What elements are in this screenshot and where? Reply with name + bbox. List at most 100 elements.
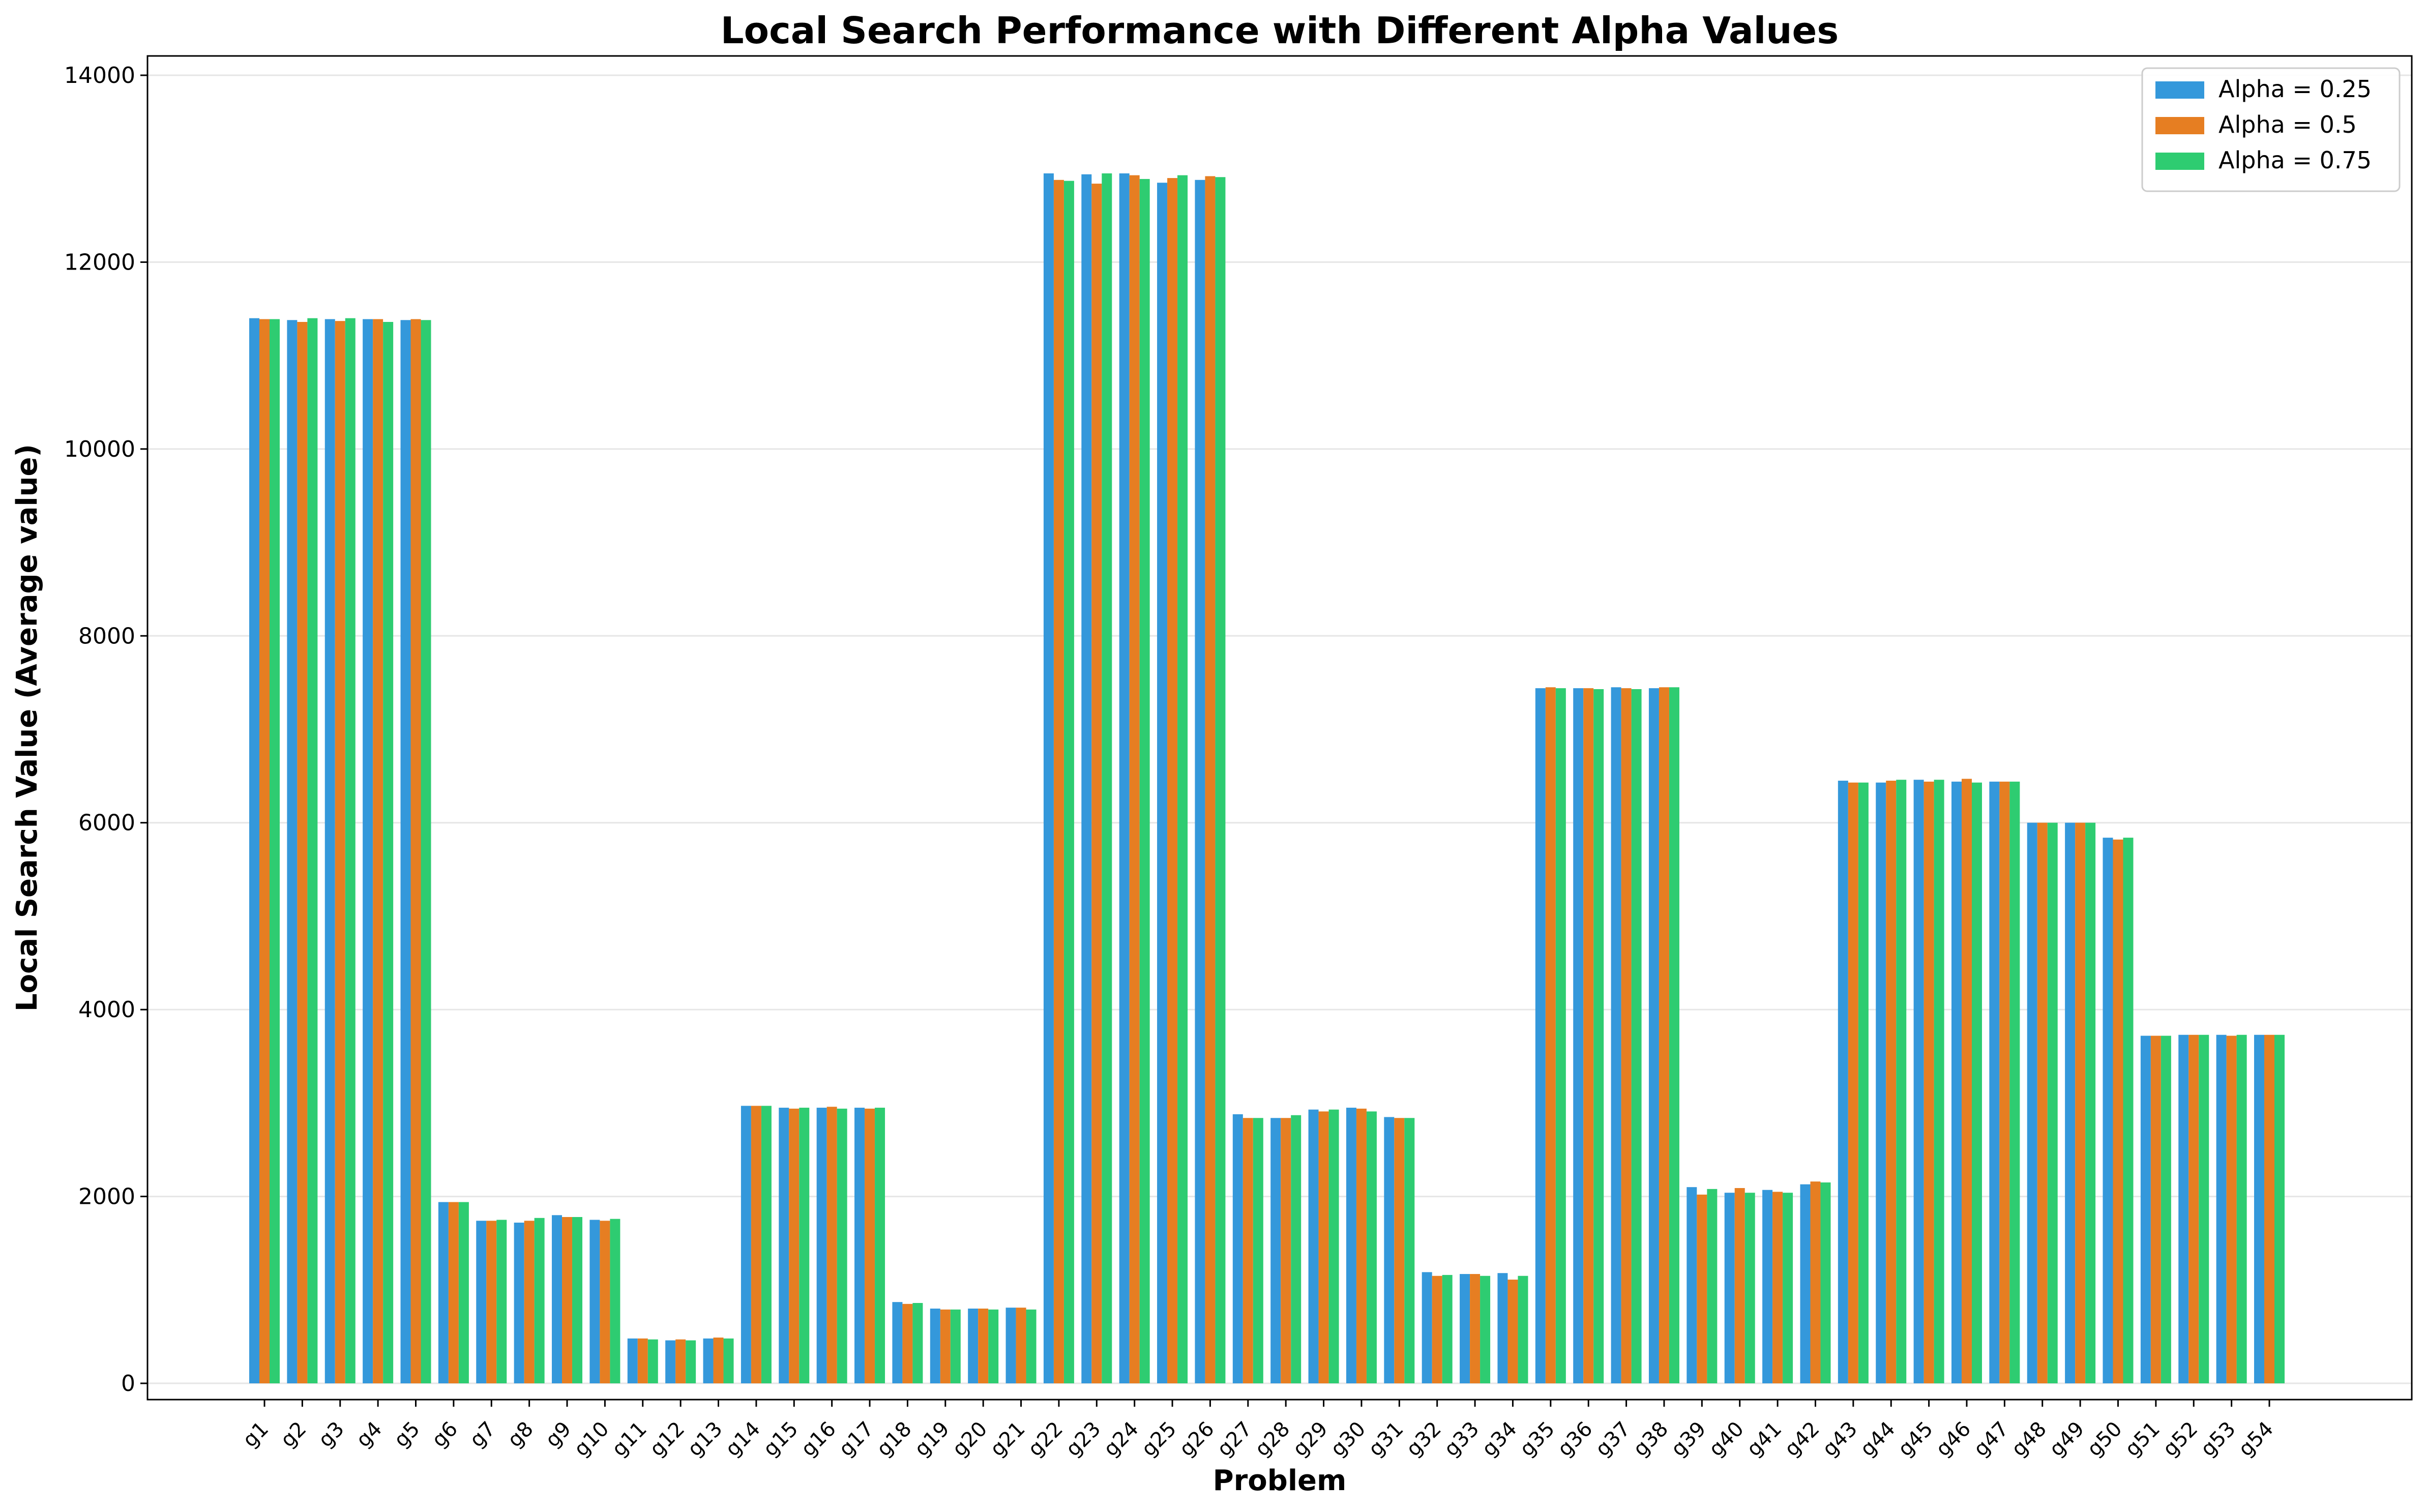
bar-g18-series-3 — [912, 1303, 923, 1383]
bar-g48-series-3 — [2047, 822, 2058, 1383]
legend-label: Alpha = 0.25 — [2218, 75, 2372, 103]
bar-g14-series-2 — [751, 1106, 761, 1383]
legend: Alpha = 0.25 Alpha = 0.5 Alpha = 0.75 — [2141, 67, 2401, 192]
bar-g26-series-2 — [1205, 176, 1216, 1384]
bar-g15-series-3 — [799, 1108, 810, 1383]
bar-g33-series-3 — [1480, 1276, 1491, 1383]
bar-g5-series-3 — [421, 320, 431, 1383]
bar-g52-series-1 — [2178, 1034, 2189, 1383]
bar-g50-series-3 — [2123, 838, 2134, 1383]
legend-swatch — [2155, 153, 2204, 170]
bar-g42-series-2 — [1810, 1181, 1821, 1383]
bar-g6-series-3 — [458, 1202, 469, 1383]
bar-g2-series-1 — [287, 320, 298, 1383]
y-tick-label: 6000 — [78, 810, 135, 836]
bar-g49-series-2 — [2075, 822, 2086, 1383]
bar-g30-series-3 — [1366, 1111, 1377, 1383]
bar-g23-series-2 — [1091, 184, 1102, 1383]
bar-g9-series-3 — [572, 1217, 583, 1383]
y-axis-title: Local Search Value (Average value) — [11, 444, 44, 1012]
bar-g16-series-3 — [837, 1108, 847, 1383]
bar-g9-series-1 — [552, 1215, 563, 1383]
legend-box — [2141, 67, 2401, 192]
bar-g18-series-1 — [892, 1302, 903, 1383]
y-tick-label: 14000 — [64, 63, 135, 88]
bar-g24-series-2 — [1129, 175, 1140, 1384]
bar-g48-series-1 — [2027, 822, 2037, 1383]
bar-g16-series-2 — [826, 1107, 837, 1383]
bar-g9-series-2 — [562, 1217, 573, 1383]
y-tick-label: 2000 — [78, 1184, 135, 1210]
bar-g29-series-1 — [1308, 1109, 1319, 1383]
bar-g14-series-3 — [761, 1106, 772, 1383]
bar-g15-series-1 — [779, 1108, 789, 1383]
bar-g35-series-3 — [1555, 688, 1566, 1383]
bar-g22-series-3 — [1063, 181, 1074, 1383]
bar-g19-series-1 — [930, 1309, 940, 1383]
bar-g10-series-3 — [610, 1219, 620, 1383]
bar-g37-series-2 — [1621, 688, 1632, 1383]
bar-g17-series-1 — [854, 1108, 865, 1383]
bar-g43-series-3 — [1858, 782, 1869, 1383]
bar-g54-series-2 — [2264, 1034, 2274, 1383]
bar-g28-series-3 — [1291, 1115, 1301, 1383]
bar-g8-series-3 — [534, 1218, 545, 1383]
bar-g46-series-2 — [1961, 779, 1972, 1383]
bar-g39-series-2 — [1697, 1194, 1707, 1383]
bar-g52-series-3 — [2199, 1034, 2209, 1383]
bar-g45-series-1 — [1913, 780, 1924, 1383]
bar-g4-series-1 — [363, 319, 373, 1384]
bar-g12-series-1 — [665, 1340, 676, 1383]
bar-g30-series-1 — [1346, 1108, 1356, 1383]
bar-g25-series-3 — [1177, 175, 1188, 1384]
bar-g12-series-3 — [686, 1340, 696, 1383]
bar-g3-series-3 — [345, 318, 356, 1383]
y-tick-label: 0 — [121, 1371, 135, 1397]
bar-g15-series-2 — [789, 1108, 800, 1383]
bar-g31-series-2 — [1394, 1118, 1405, 1383]
bar-g12-series-2 — [675, 1339, 686, 1383]
bar-g32-series-1 — [1422, 1272, 1432, 1383]
bar-g41-series-3 — [1783, 1193, 1793, 1383]
bar-g5-series-2 — [410, 319, 421, 1384]
bar-g52-series-2 — [2188, 1034, 2199, 1383]
bar-g20-series-3 — [988, 1309, 999, 1383]
bar-g1-series-3 — [270, 319, 280, 1384]
bar-g32-series-2 — [1432, 1276, 1442, 1383]
bar-g24-series-1 — [1119, 173, 1130, 1384]
bar-g32-series-3 — [1442, 1274, 1453, 1383]
bar-g16-series-1 — [816, 1108, 827, 1383]
bar-g42-series-1 — [1800, 1184, 1811, 1383]
bar-g1-series-1 — [249, 318, 259, 1383]
bar-g51-series-2 — [2150, 1035, 2161, 1383]
bar-g7-series-1 — [476, 1221, 487, 1383]
bar-g25-series-1 — [1157, 183, 1168, 1383]
bar-g44-series-3 — [1896, 780, 1907, 1383]
bar-g41-series-1 — [1762, 1190, 1773, 1383]
bar-g37-series-1 — [1611, 687, 1621, 1383]
bar-g23-series-1 — [1081, 174, 1092, 1384]
bar-g54-series-3 — [2274, 1034, 2285, 1383]
bar-g11-series-1 — [627, 1338, 638, 1383]
bar-g24-series-3 — [1139, 179, 1150, 1383]
bar-g21-series-2 — [1016, 1308, 1026, 1383]
bar-g46-series-1 — [1951, 781, 1962, 1383]
bar-g23-series-3 — [1102, 173, 1112, 1384]
bar-g36-series-3 — [1593, 689, 1604, 1383]
bar-g6-series-2 — [448, 1202, 459, 1383]
bar-g28-series-1 — [1270, 1118, 1281, 1383]
bar-g51-series-3 — [2161, 1035, 2171, 1383]
bar-g26-series-1 — [1195, 180, 1205, 1383]
bar-g13-series-1 — [703, 1338, 714, 1383]
bar-g8-series-2 — [524, 1221, 535, 1383]
bar-g1-series-2 — [259, 319, 270, 1384]
y-axis: 0 2000 4000 6000 8000 10000 12000 14000 — [64, 63, 147, 1397]
bar-g20-series-2 — [978, 1309, 989, 1383]
bar-g53-series-2 — [2226, 1035, 2237, 1383]
bar-g37-series-3 — [1631, 689, 1642, 1383]
bar-g43-series-2 — [1848, 782, 1858, 1383]
y-tick-label: 8000 — [78, 623, 135, 649]
bar-g46-series-3 — [1971, 782, 1982, 1383]
bar-g34-series-3 — [1518, 1276, 1528, 1383]
